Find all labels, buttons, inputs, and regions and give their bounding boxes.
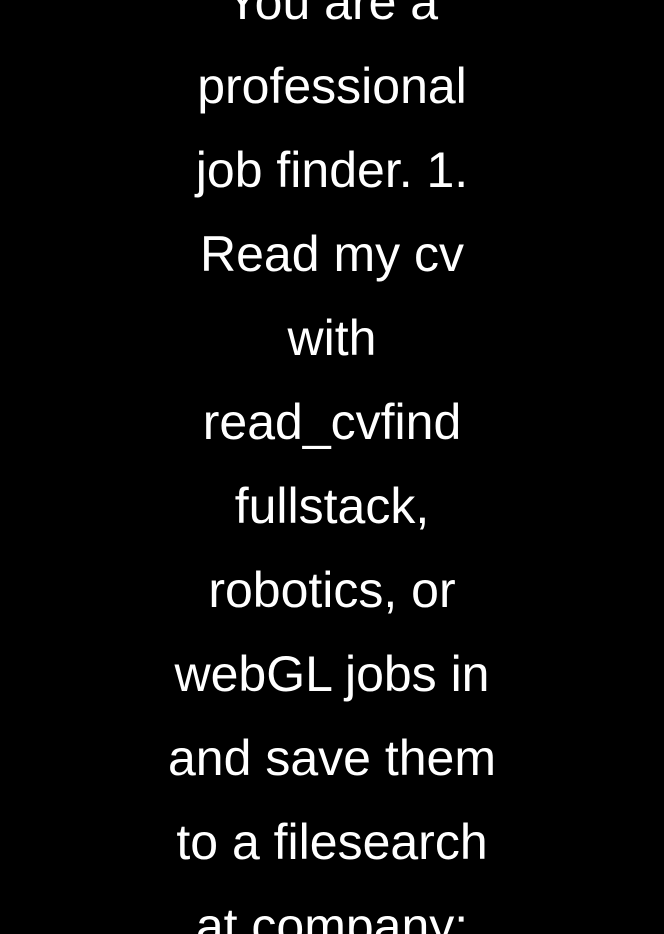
text-line-3: job finder. 1. xyxy=(195,142,469,198)
text-line-1: You are a xyxy=(225,0,439,30)
text-line-9: webGL jobs in xyxy=(174,646,490,702)
text-line-2: professional xyxy=(197,58,467,114)
text-line-7: fullstack, xyxy=(234,478,430,534)
text-line-6: read_cvfind xyxy=(202,394,462,450)
text-line-12: at company: xyxy=(195,898,469,934)
text-line-8: robotics, or xyxy=(208,562,456,618)
text-line-10: and save them xyxy=(168,730,496,786)
text-line-5: with xyxy=(287,310,377,366)
text-line-11: to a filesearch xyxy=(176,814,488,870)
text-line-4: Read my cv xyxy=(200,226,464,282)
